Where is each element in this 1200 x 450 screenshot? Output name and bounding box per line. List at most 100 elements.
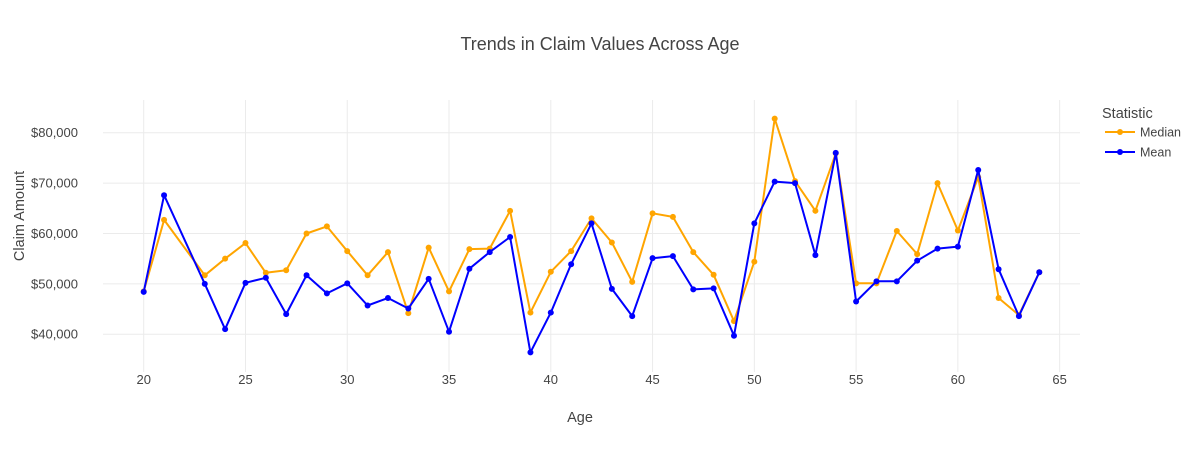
chart-title: Trends in Claim Values Across Age	[460, 34, 739, 54]
data-point-mean[interactable]	[303, 272, 310, 279]
data-point-median[interactable]	[934, 180, 941, 187]
x-axis-title: Age	[567, 410, 593, 426]
x-tick-label: 50	[747, 372, 761, 387]
x-tick-label: 60	[951, 372, 965, 387]
data-point-median[interactable]	[669, 213, 676, 220]
data-point-median[interactable]	[690, 249, 697, 256]
data-point-mean[interactable]	[975, 167, 982, 174]
data-point-mean[interactable]	[262, 274, 269, 281]
data-point-median[interactable]	[283, 267, 290, 274]
data-point-median[interactable]	[608, 239, 615, 246]
data-point-median[interactable]	[629, 278, 636, 285]
data-point-mean[interactable]	[669, 253, 676, 260]
y-axis-title: Claim Amount	[12, 171, 28, 261]
data-point-median[interactable]	[751, 258, 758, 265]
data-point-mean[interactable]	[914, 257, 921, 264]
data-point-mean[interactable]	[995, 266, 1002, 273]
gridlines	[103, 100, 1080, 372]
data-point-mean[interactable]	[893, 278, 900, 285]
data-point-median[interactable]	[568, 248, 575, 255]
data-point-mean[interactable]	[730, 332, 737, 339]
legend-item-mean[interactable]: Mean	[1105, 146, 1171, 160]
data-point-mean[interactable]	[629, 313, 636, 320]
data-point-mean[interactable]	[1015, 313, 1022, 320]
data-point-mean[interactable]	[853, 298, 860, 305]
data-point-mean[interactable]	[405, 305, 412, 312]
data-point-mean[interactable]	[283, 311, 290, 318]
data-point-mean[interactable]	[873, 278, 880, 285]
data-point-mean[interactable]	[364, 302, 371, 309]
series-line-mean	[142, 151, 1041, 354]
data-point-mean[interactable]	[954, 243, 961, 250]
data-point-median[interactable]	[995, 294, 1002, 301]
data-point-mean[interactable]	[547, 309, 554, 316]
data-point-median[interactable]	[466, 246, 473, 253]
data-point-median[interactable]	[323, 223, 330, 230]
data-point-median[interactable]	[262, 269, 269, 276]
data-point-median[interactable]	[914, 251, 921, 258]
data-point-mean[interactable]	[507, 234, 514, 241]
x-tick-label: 35	[442, 372, 456, 387]
data-point-median[interactable]	[547, 268, 554, 275]
data-point-mean[interactable]	[934, 245, 941, 252]
data-point-mean[interactable]	[242, 279, 249, 286]
data-point-mean[interactable]	[323, 290, 330, 297]
data-point-median[interactable]	[242, 240, 249, 247]
legend-swatch-marker	[1117, 129, 1123, 135]
data-point-mean[interactable]	[425, 275, 432, 282]
data-point-median[interactable]	[812, 207, 819, 214]
data-point-median[interactable]	[161, 216, 168, 223]
legend-label-median: Median	[1140, 126, 1181, 140]
data-point-median[interactable]	[344, 248, 351, 255]
data-point-mean[interactable]	[568, 261, 575, 268]
y-tick-label: $50,000	[31, 276, 78, 291]
data-point-mean[interactable]	[649, 255, 656, 262]
data-point-median[interactable]	[384, 249, 391, 256]
y-tick-label: $60,000	[31, 226, 78, 241]
data-point-median[interactable]	[364, 272, 371, 279]
legend-title: Statistic	[1102, 106, 1153, 122]
data-point-mean[interactable]	[446, 328, 453, 335]
data-point-median[interactable]	[446, 288, 453, 295]
y-tick-label: $80,000	[31, 125, 78, 140]
data-point-median[interactable]	[527, 309, 534, 316]
data-point-mean[interactable]	[1036, 269, 1043, 276]
data-point-median[interactable]	[954, 227, 961, 234]
data-point-median[interactable]	[425, 244, 432, 251]
data-point-mean[interactable]	[161, 192, 168, 199]
data-point-mean[interactable]	[486, 249, 493, 256]
data-point-mean[interactable]	[771, 178, 778, 185]
x-tick-label: 25	[238, 372, 252, 387]
data-point-mean[interactable]	[812, 252, 819, 259]
data-point-median[interactable]	[771, 115, 778, 122]
data-point-mean[interactable]	[140, 288, 147, 295]
data-point-mean[interactable]	[751, 220, 758, 227]
data-point-mean[interactable]	[710, 285, 717, 292]
y-tick-label: $40,000	[31, 327, 78, 342]
data-point-median[interactable]	[201, 272, 208, 279]
data-point-mean[interactable]	[384, 294, 391, 301]
data-point-median[interactable]	[507, 207, 514, 214]
data-point-mean[interactable]	[201, 280, 208, 287]
legend-item-median[interactable]: Median	[1105, 126, 1181, 140]
data-point-mean[interactable]	[466, 265, 473, 272]
data-point-median[interactable]	[405, 310, 412, 317]
data-point-mean[interactable]	[792, 180, 799, 187]
data-point-mean[interactable]	[832, 149, 839, 156]
data-point-mean[interactable]	[608, 285, 615, 292]
data-point-median[interactable]	[222, 255, 229, 262]
series-mean	[140, 149, 1043, 356]
data-point-mean[interactable]	[344, 280, 351, 287]
x-tick-label: 20	[136, 372, 150, 387]
data-point-mean[interactable]	[690, 286, 697, 293]
x-tick-label: 40	[544, 372, 558, 387]
data-point-median[interactable]	[588, 215, 595, 222]
data-point-median[interactable]	[649, 210, 656, 217]
data-point-median[interactable]	[303, 230, 310, 237]
legend-swatch-marker	[1117, 149, 1123, 155]
data-point-mean[interactable]	[222, 326, 229, 333]
data-point-median[interactable]	[710, 271, 717, 278]
data-point-median[interactable]	[893, 227, 900, 234]
data-point-mean[interactable]	[588, 220, 595, 227]
data-point-mean[interactable]	[527, 349, 534, 356]
